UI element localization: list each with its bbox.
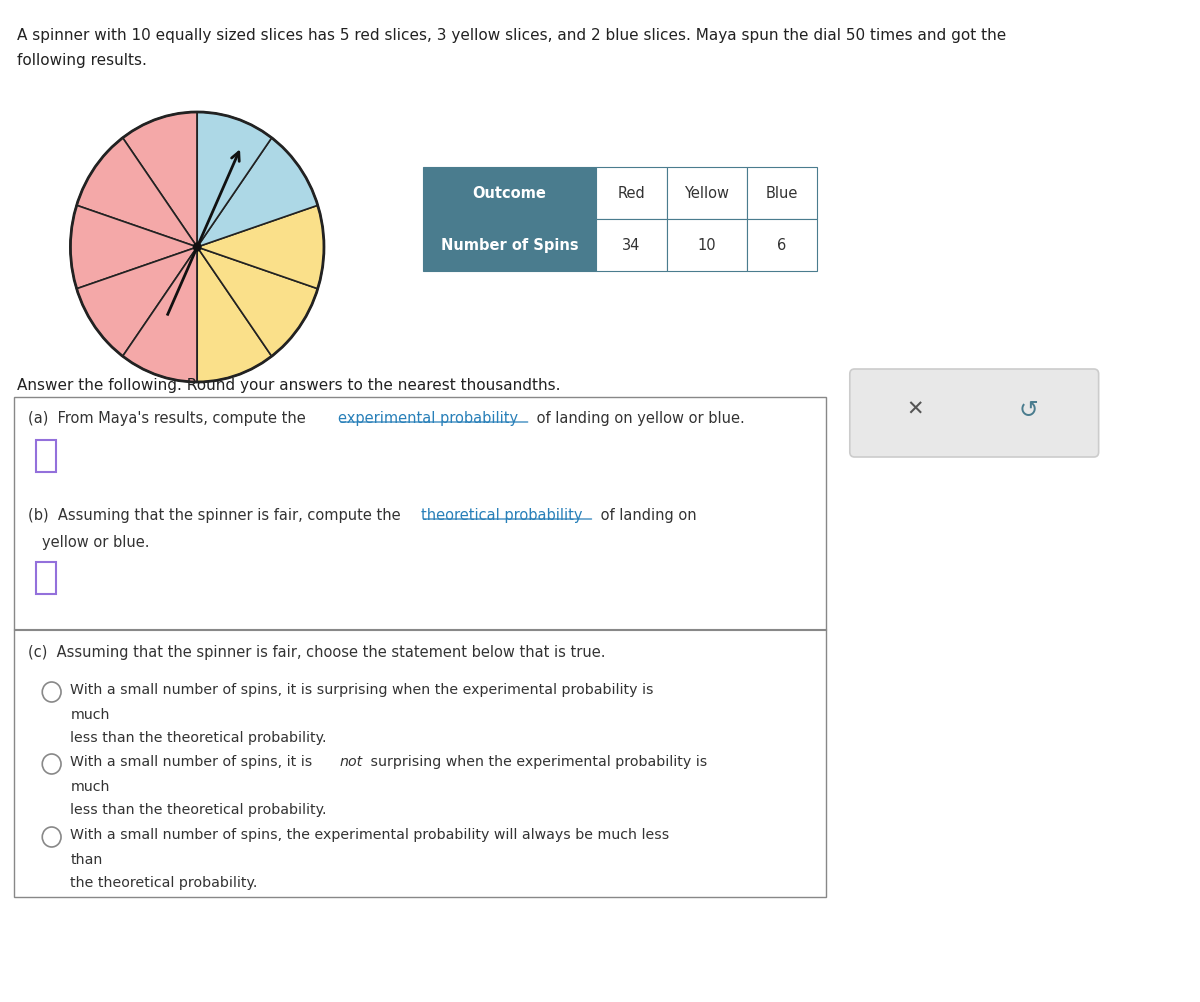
Wedge shape	[197, 247, 318, 357]
Text: (a)  From Maya's results, compute the: (a) From Maya's results, compute the	[28, 411, 311, 426]
Wedge shape	[197, 206, 324, 290]
Circle shape	[193, 243, 200, 252]
Text: the theoretical probability.: the theoretical probability.	[71, 875, 258, 889]
FancyBboxPatch shape	[667, 167, 746, 219]
Wedge shape	[197, 113, 271, 247]
FancyBboxPatch shape	[746, 167, 817, 219]
Text: theoretical probability: theoretical probability	[421, 507, 582, 522]
Text: Blue: Blue	[766, 186, 798, 201]
Wedge shape	[71, 206, 197, 290]
Text: less than the theoretical probability.: less than the theoretical probability.	[71, 803, 326, 817]
Text: much: much	[71, 780, 110, 794]
Text: Yellow: Yellow	[684, 186, 730, 201]
FancyBboxPatch shape	[36, 562, 56, 594]
Text: A spinner with 10 equally sized slices has 5 red slices, 3 yellow slices, and 2 : A spinner with 10 equally sized slices h…	[17, 28, 1006, 43]
Wedge shape	[77, 247, 197, 357]
FancyBboxPatch shape	[746, 219, 817, 272]
Wedge shape	[197, 247, 271, 383]
FancyBboxPatch shape	[36, 441, 56, 473]
Text: Outcome: Outcome	[473, 186, 546, 201]
Text: experimental probability: experimental probability	[338, 411, 518, 426]
Text: following results.: following results.	[17, 53, 146, 68]
Wedge shape	[122, 113, 197, 247]
Text: 10: 10	[697, 238, 716, 254]
Text: ✕: ✕	[907, 400, 924, 420]
Text: ↺: ↺	[1019, 398, 1038, 422]
Text: With a small number of spins, it is: With a small number of spins, it is	[71, 755, 317, 769]
FancyBboxPatch shape	[596, 219, 667, 272]
Text: With a small number of spins, it is surprising when the experimental probability: With a small number of spins, it is surp…	[71, 682, 654, 696]
Wedge shape	[197, 138, 318, 247]
Wedge shape	[77, 138, 197, 247]
Text: not: not	[340, 755, 364, 769]
Text: than: than	[71, 852, 103, 866]
Text: (b)  Assuming that the spinner is fair, compute the: (b) Assuming that the spinner is fair, c…	[28, 507, 406, 522]
FancyBboxPatch shape	[667, 219, 746, 272]
FancyBboxPatch shape	[14, 398, 827, 897]
Text: yellow or blue.: yellow or blue.	[42, 534, 150, 549]
Text: of landing on yellow or blue.: of landing on yellow or blue.	[533, 411, 745, 426]
FancyBboxPatch shape	[596, 167, 667, 219]
Text: of landing on: of landing on	[596, 507, 697, 522]
Wedge shape	[122, 247, 197, 383]
Text: With a small number of spins, the experimental probability will always be much l: With a small number of spins, the experi…	[71, 828, 670, 841]
Text: Number of Spins: Number of Spins	[440, 238, 578, 254]
Text: 34: 34	[623, 238, 641, 254]
Text: Red: Red	[618, 186, 646, 201]
FancyBboxPatch shape	[850, 370, 1099, 458]
FancyBboxPatch shape	[422, 167, 596, 219]
Text: 6: 6	[778, 238, 786, 254]
Text: less than the theoretical probability.: less than the theoretical probability.	[71, 730, 326, 744]
FancyBboxPatch shape	[422, 219, 596, 272]
Text: surprising when the experimental probability is: surprising when the experimental probabi…	[366, 755, 708, 769]
Text: much: much	[71, 707, 110, 721]
Text: (c)  Assuming that the spinner is fair, choose the statement below that is true.: (c) Assuming that the spinner is fair, c…	[28, 644, 606, 659]
Text: Answer the following. Round your answers to the nearest thousandths.: Answer the following. Round your answers…	[17, 378, 560, 393]
